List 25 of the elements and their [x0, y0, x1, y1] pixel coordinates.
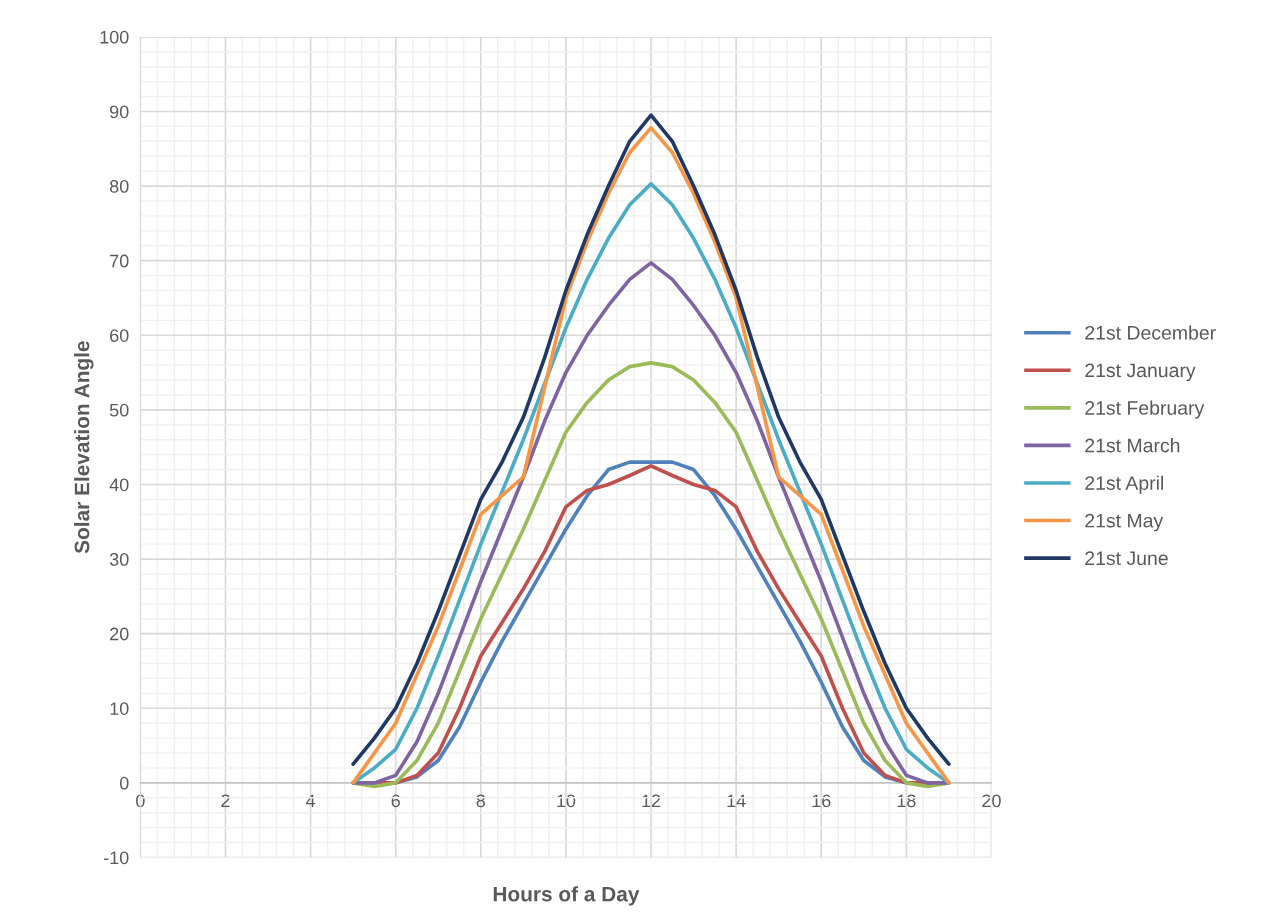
y-tick-label: 100 — [100, 30, 129, 44]
y-tick-label: 0 — [119, 776, 129, 790]
legend-label: 21st February — [1085, 400, 1205, 419]
y-tick-label: 90 — [110, 105, 129, 119]
y-tick-label: 80 — [109, 180, 129, 193]
x-tick-label: 20 — [982, 794, 1001, 808]
y-tick-label: 30 — [109, 553, 129, 566]
x-axis-title: Hours of a Day — [493, 886, 640, 906]
x-tick-label: 16 — [812, 794, 831, 808]
legend-label: 21st April — [1085, 475, 1163, 494]
y-tick-label: 50 — [109, 403, 129, 417]
legend-label: 21st January — [1085, 363, 1196, 382]
legend-label: 21st June — [1085, 551, 1168, 566]
legend-label: 21st May — [1085, 513, 1164, 532]
y-tick-label: 20 — [110, 627, 129, 641]
y-tick-label: 10 — [110, 702, 129, 715]
x-tick-label: 6 — [391, 794, 400, 808]
y-tick-label: 60 — [110, 329, 129, 342]
y-tick-label: -10 — [103, 851, 129, 865]
legend-label: 21st March — [1085, 438, 1180, 453]
y-tick-label: 70 — [110, 254, 129, 268]
x-tick-label: 0 — [136, 794, 145, 808]
legend-label: 21st December — [1085, 325, 1216, 340]
y-tick-label: 40 — [109, 478, 129, 492]
y-axis-title: Solar Elevation Angle — [74, 341, 94, 554]
